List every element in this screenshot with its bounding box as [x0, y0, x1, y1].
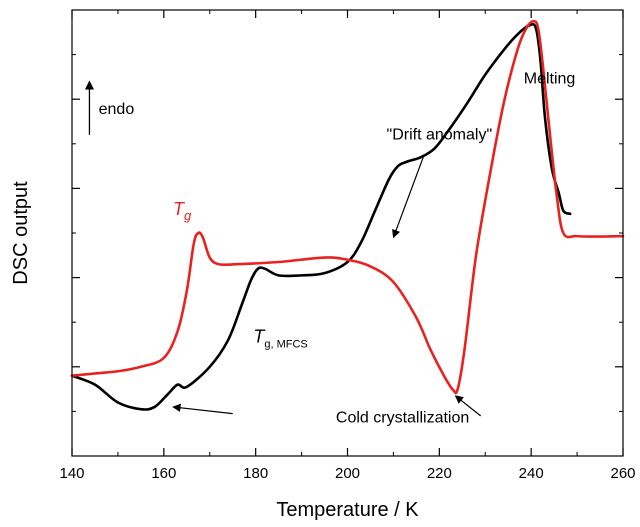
- drift-anomaly-label: "Drift anomaly": [387, 126, 493, 143]
- annotations: endo Melting "Drift anomaly" Cold crystalli…: [84, 71, 576, 427]
- curves: [70, 19, 625, 411]
- x-tick-label: 160: [151, 465, 176, 482]
- cold-crystallization-arrow-right: [454, 395, 482, 417]
- x-tick-label: 200: [335, 465, 360, 482]
- y-axis-label: DSC output: [10, 181, 32, 285]
- red-dsc-curve: [70, 19, 625, 395]
- endo-label: endo: [99, 101, 135, 118]
- x-tick-label: 140: [59, 465, 84, 482]
- x-tick-label: 260: [610, 465, 635, 482]
- x-tick-label: 180: [243, 465, 268, 482]
- x-axis-label: Temperature / K: [276, 499, 419, 521]
- tg-red-label: Tg: [173, 199, 192, 223]
- black-dsc-curve: [70, 22, 572, 411]
- cold-crystallization-arrow-left: [172, 403, 233, 415]
- x-tick-label: 240: [519, 465, 544, 482]
- drift-anomaly-arrow: [392, 156, 424, 239]
- tg-mfcs-label: Tg, MFCS: [253, 326, 307, 350]
- melting-label: Melting: [524, 71, 576, 88]
- axis-ticks: 140 160 180 200 220 240 260: [59, 10, 636, 482]
- cold-crystallization-label: Cold crystallization: [336, 410, 469, 427]
- x-tick-label: 220: [427, 465, 452, 482]
